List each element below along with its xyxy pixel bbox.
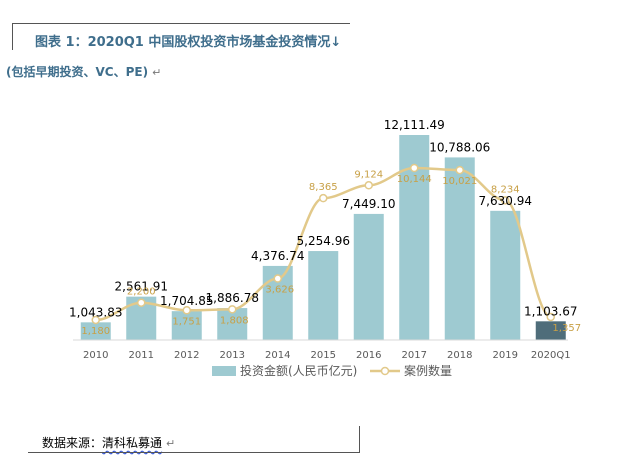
bar-value-label: 7,449.10 <box>342 197 395 211</box>
line-value-label: 8,365 <box>309 182 338 193</box>
bar-value-label: 7,630.94 <box>479 194 532 208</box>
source-paragraph-mark: ↵ <box>166 437 176 450</box>
bar-value-label: 12,111.49 <box>384 118 445 132</box>
bar-value-label: 2,561.91 <box>115 280 168 294</box>
bar-value-label: 1,886.78 <box>206 291 259 305</box>
source-name: 清科私募通 <box>102 436 163 450</box>
x-tick-label: 2020Q1 <box>531 350 571 361</box>
chart-title: 图表 1：2020Q1 中国股权投资市场基金投资情况↓ <box>35 35 342 50</box>
line-point <box>501 196 510 205</box>
bar <box>490 210 521 340</box>
bar <box>80 322 111 340</box>
bar-value-label: 5,254.96 <box>297 234 350 248</box>
x-tick-label: 2015 <box>311 350 336 361</box>
bar <box>308 251 339 340</box>
line-value-label: 10,021 <box>442 176 477 187</box>
legend-line-marker <box>380 366 390 376</box>
line-point <box>455 165 464 175</box>
bar <box>535 321 566 340</box>
line-value-label: 1,357 <box>552 323 581 334</box>
line-value-label: 1,751 <box>172 316 201 327</box>
line-point <box>364 181 373 190</box>
line-value-label: 2,200 <box>127 287 156 298</box>
bar <box>444 157 475 340</box>
x-tick-label: 2019 <box>493 350 518 361</box>
data-source: 数据来源：清科私募通 ↵ <box>42 434 175 451</box>
bar-value-label: 10,788.06 <box>429 140 490 154</box>
bar-value-label: 4,376.74 <box>251 249 304 263</box>
bar-value-labels: 1,043.83 2,561.911,704.851,886.78 4,376.74… <box>69 118 577 319</box>
x-tick-label: 2018 <box>447 350 472 361</box>
legend-bar-label: 投资金额(人民币亿元) <box>240 363 357 378</box>
bar-value-label: 1,043.83 <box>69 305 122 319</box>
x-tick-label: 2017 <box>402 350 427 361</box>
line-value-label: 1,180 <box>81 326 110 337</box>
line-series <box>91 163 555 325</box>
line-point <box>546 312 555 322</box>
title-frame-left <box>12 23 13 50</box>
chart-subtitle: (包括早期投资、VC、PE) ↵ <box>6 63 161 80</box>
line-value-label: 8,234 <box>491 184 520 195</box>
bar <box>171 311 202 340</box>
line-point <box>273 274 282 283</box>
bar <box>353 213 384 340</box>
x-tick-label: 2014 <box>265 350 290 361</box>
legend: 投资金额(人民币亿元) 案例数量 <box>212 363 452 378</box>
bar-value-label: 1,103.67 <box>524 304 577 318</box>
line-value-labels: 1,180 2,200 1,751 1,808 3,626 8,365 9,124 10,14… <box>81 169 581 337</box>
x-tick-label: 2011 <box>129 350 154 361</box>
line-value-label: 3,626 <box>265 285 294 296</box>
line-point <box>410 163 419 173</box>
source-frame-right <box>359 426 360 453</box>
line-value-label: 10,144 <box>397 174 432 185</box>
paragraph-mark: ↵ <box>152 66 162 79</box>
x-tick-label: 2013 <box>220 350 245 361</box>
x-tick-label: 2016 <box>356 350 381 361</box>
line-value-label: 9,124 <box>354 169 383 180</box>
line-point <box>137 298 146 307</box>
title-frame-top <box>12 23 350 24</box>
legend-bar-swatch <box>212 366 236 376</box>
x-axis-ticks: 2010 2011 2012 2013 2014 2015 2016 2017 2018 2019… <box>83 350 571 361</box>
legend-line-label: 案例数量 <box>404 363 452 378</box>
line-point <box>91 315 100 325</box>
chart-subtitle-text: (包括早期投资、VC、PE) <box>6 65 149 79</box>
source-label: 数据来源： <box>42 436 103 450</box>
x-tick-label: 2012 <box>174 350 199 361</box>
line-point <box>319 193 328 203</box>
line-point <box>182 306 191 315</box>
source-frame-bottom <box>28 452 360 453</box>
x-tick-label: 2010 <box>83 350 108 361</box>
line-point <box>228 305 237 314</box>
line-value-label: 1,808 <box>220 315 249 326</box>
bar-value-label: 1,704.85 <box>160 294 213 308</box>
